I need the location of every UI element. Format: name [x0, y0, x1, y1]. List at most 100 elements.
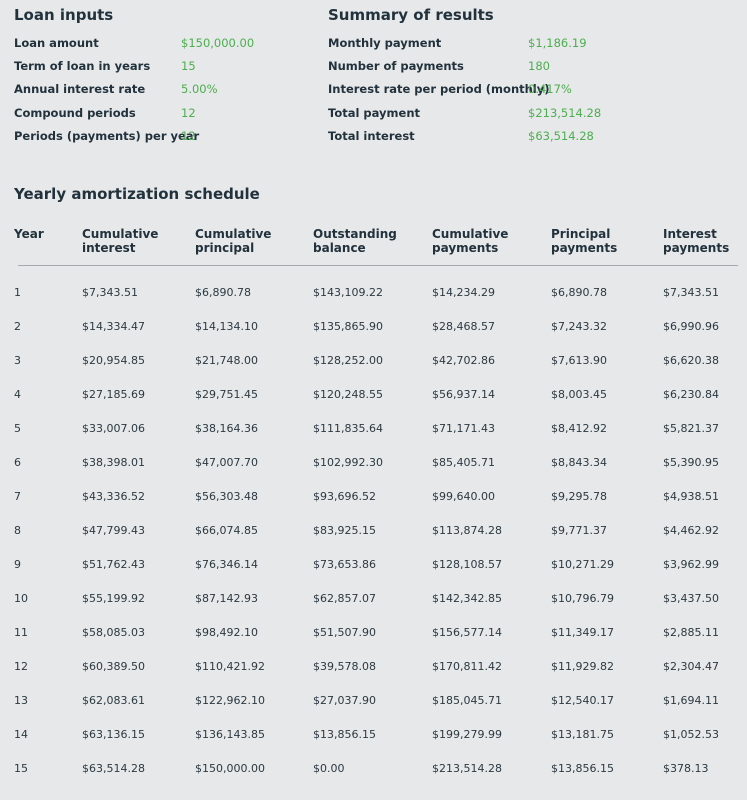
cell-interest-payments: $6,990.96	[663, 320, 719, 333]
cell-outstanding-balance: $73,653.86	[313, 558, 376, 571]
cell-principal-payments: $6,890.78	[551, 286, 607, 299]
total-interest-label: Total interest	[328, 129, 415, 143]
table-row: 11 $58,085.03 $98,492.10 $51,507.90 $156,577…	[14, 626, 740, 660]
rate-per-period-value: 0.417%	[528, 82, 572, 96]
number-of-payments-value: 180	[528, 59, 550, 73]
cell-cumulative-payments: $42,702.86	[432, 354, 495, 367]
cell-principal-payments: $7,613.90	[551, 354, 607, 367]
cell-interest-payments: $6,230.84	[663, 388, 719, 401]
cell-outstanding-balance: $62,857.07	[313, 592, 376, 605]
monthly-payment-label: Monthly payment	[328, 36, 442, 50]
cell-cumulative-payments: $28,468.57	[432, 320, 495, 333]
cell-interest-payments: $1,694.11	[663, 694, 719, 707]
cell-principal-payments: $7,243.32	[551, 320, 607, 333]
table-row: 13 $62,083.61 $122,962.10 $27,037.90 $185,04…	[14, 694, 740, 728]
cell-year: 7	[14, 490, 21, 503]
table-row: 14 $63,136.15 $136,143.85 $13,856.15 $199,27…	[14, 728, 740, 762]
cell-principal-payments: $13,856.15	[551, 762, 614, 775]
number-of-payments-label: Number of payments	[328, 59, 464, 73]
cell-outstanding-balance: $39,578.08	[313, 660, 376, 673]
cell-cumulative-principal: $6,890.78	[195, 286, 251, 299]
cell-cumulative-interest: $58,085.03	[82, 626, 145, 639]
cell-principal-payments: $11,349.17	[551, 626, 614, 639]
compound-periods-label: Compound periods	[14, 106, 136, 120]
cell-year: 14	[14, 728, 28, 741]
cell-cumulative-principal: $136,143.85	[195, 728, 265, 741]
cell-cumulative-principal: $66,074.85	[195, 524, 258, 537]
cell-cumulative-payments: $213,514.28	[432, 762, 502, 775]
cell-cumulative-interest: $63,514.28	[82, 762, 145, 775]
header-year: Year	[14, 227, 44, 241]
cell-year: 5	[14, 422, 21, 435]
cell-cumulative-interest: $38,398.01	[82, 456, 145, 469]
header-cumulative-interest: Cumulative interest	[82, 227, 159, 255]
cell-outstanding-balance: $0.00	[313, 762, 345, 775]
cell-cumulative-principal: $110,421.92	[195, 660, 265, 673]
table-row: 5 $33,007.06 $38,164.36 $111,835.64 $71,171.…	[14, 422, 740, 456]
cell-interest-payments: $2,304.47	[663, 660, 719, 673]
cell-interest-payments: $2,885.11	[663, 626, 719, 639]
schedule-title: Yearly amortization schedule	[14, 185, 260, 203]
cell-cumulative-principal: $87,142.93	[195, 592, 258, 605]
table-row: 15 $63,514.28 $150,000.00 $0.00 $213,514.28 $…	[14, 762, 740, 796]
cell-cumulative-interest: $63,136.15	[82, 728, 145, 741]
cell-outstanding-balance: $120,248.55	[313, 388, 383, 401]
table-row: 8 $47,799.43 $66,074.85 $83,925.15 $113,874.…	[14, 524, 740, 558]
cell-year: 15	[14, 762, 28, 775]
cell-principal-payments: $12,540.17	[551, 694, 614, 707]
table-header: Year Cumulative interest Cumulative prin…	[14, 227, 740, 263]
cell-cumulative-interest: $20,954.85	[82, 354, 145, 367]
total-interest-value: $63,514.28	[528, 129, 594, 143]
header-interest-payments: Interest payments	[663, 227, 730, 255]
total-payment-label: Total payment	[328, 106, 421, 120]
cell-year: 4	[14, 388, 21, 401]
cell-cumulative-interest: $33,007.06	[82, 422, 145, 435]
cell-cumulative-interest: $7,343.51	[82, 286, 138, 299]
cell-year: 13	[14, 694, 28, 707]
interest-rate-value: 5.00%	[181, 82, 218, 96]
cell-outstanding-balance: $102,992.30	[313, 456, 383, 469]
cell-principal-payments: $10,271.29	[551, 558, 614, 571]
cell-year: 3	[14, 354, 21, 367]
cell-cumulative-principal: $21,748.00	[195, 354, 258, 367]
table-row: 1 $7,343.51 $6,890.78 $143,109.22 $14,234.29…	[14, 286, 740, 320]
cell-cumulative-principal: $47,007.70	[195, 456, 258, 469]
cell-year: 9	[14, 558, 21, 571]
cell-cumulative-principal: $122,962.10	[195, 694, 265, 707]
header-cumulative-payments: Cumulative payments	[432, 227, 509, 255]
cell-cumulative-interest: $27,185.69	[82, 388, 145, 401]
table-row: 3 $20,954.85 $21,748.00 $128,252.00 $42,702.…	[14, 354, 740, 388]
table-row: 10 $55,199.92 $87,142.93 $62,857.07 $142,342…	[14, 592, 740, 626]
cell-interest-payments: $3,962.99	[663, 558, 719, 571]
cell-cumulative-payments: $156,577.14	[432, 626, 502, 639]
cell-cumulative-interest: $62,083.61	[82, 694, 145, 707]
header-divider	[18, 265, 738, 266]
cell-cumulative-principal: $14,134.10	[195, 320, 258, 333]
cell-year: 10	[14, 592, 28, 605]
table-row: 9 $51,762.43 $76,346.14 $73,653.86 $128,108.…	[14, 558, 740, 592]
cell-cumulative-payments: $199,279.99	[432, 728, 502, 741]
cell-year: 12	[14, 660, 28, 673]
cell-interest-payments: $7,343.51	[663, 286, 719, 299]
cell-interest-payments: $5,821.37	[663, 422, 719, 435]
cell-outstanding-balance: $128,252.00	[313, 354, 383, 367]
cell-cumulative-payments: $85,405.71	[432, 456, 495, 469]
cell-principal-payments: $8,003.45	[551, 388, 607, 401]
cell-principal-payments: $11,929.82	[551, 660, 614, 673]
cell-principal-payments: $8,843.34	[551, 456, 607, 469]
cell-year: 1	[14, 286, 21, 299]
cell-cumulative-interest: $55,199.92	[82, 592, 145, 605]
cell-cumulative-payments: $128,108.57	[432, 558, 502, 571]
cell-cumulative-payments: $170,811.42	[432, 660, 502, 673]
cell-interest-payments: $3,437.50	[663, 592, 719, 605]
periods-per-year-value: 12	[181, 129, 196, 143]
cell-year: 11	[14, 626, 28, 639]
cell-principal-payments: $13,181.75	[551, 728, 614, 741]
rate-per-period-label: Interest rate per period (monthly)	[328, 82, 550, 96]
loan-term-label: Term of loan in years	[14, 59, 151, 73]
cell-principal-payments: $9,771.37	[551, 524, 607, 537]
cell-interest-payments: $5,390.95	[663, 456, 719, 469]
cell-outstanding-balance: $93,696.52	[313, 490, 376, 503]
cell-cumulative-interest: $14,334.47	[82, 320, 145, 333]
monthly-payment-value: $1,186.19	[528, 36, 587, 50]
